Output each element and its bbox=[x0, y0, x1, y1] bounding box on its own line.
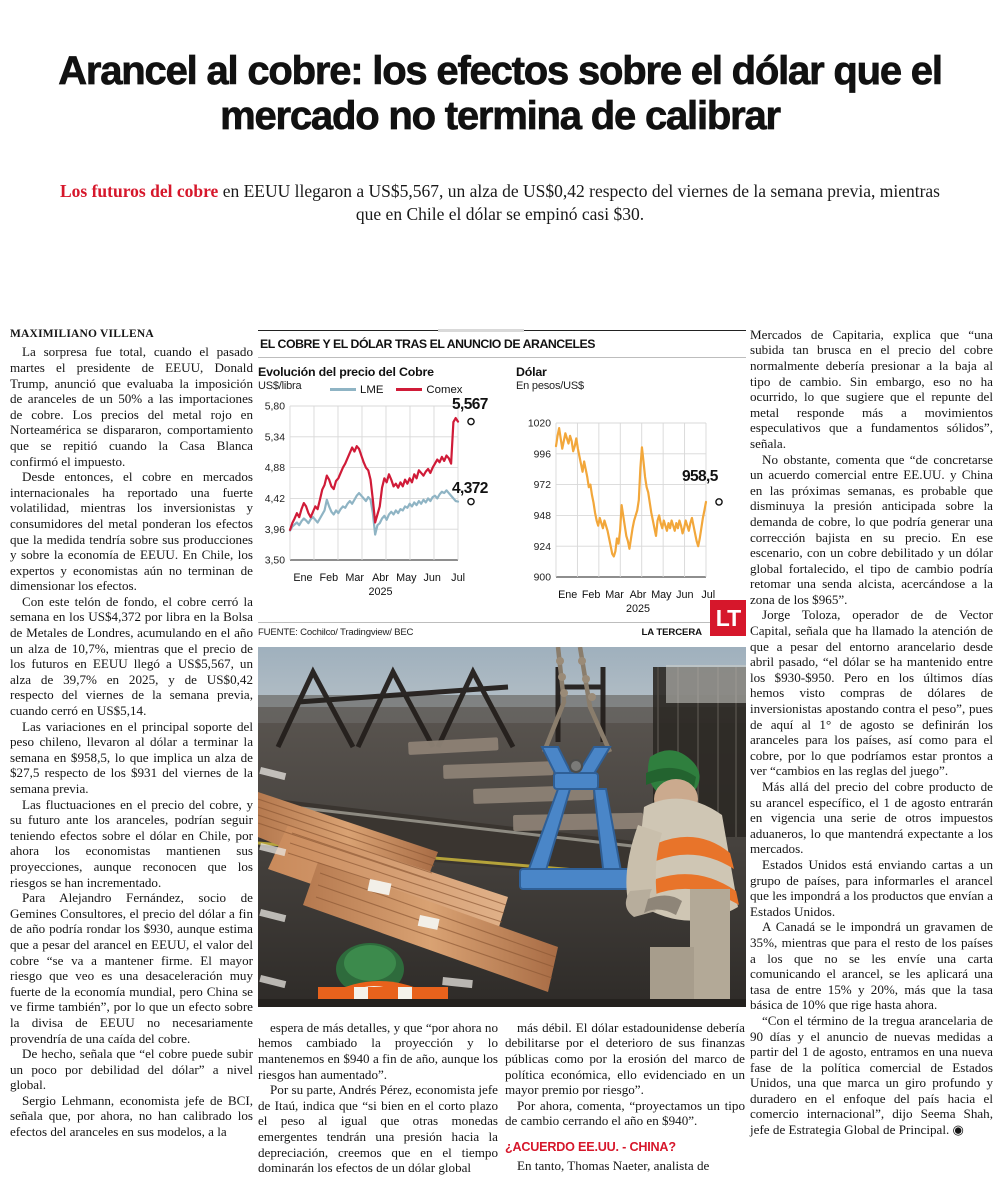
la-tercera-logo: LT bbox=[710, 599, 746, 636]
svg-text:948: 948 bbox=[534, 511, 552, 522]
svg-text:3,50: 3,50 bbox=[265, 555, 285, 565]
subheadline-lead: Los futuros del cobre bbox=[60, 180, 219, 201]
paragraph: Mercados de Capitaria, explica que “una … bbox=[750, 326, 993, 451]
chart-dollar-title: Dólar bbox=[516, 364, 547, 379]
xtick-label: Feb bbox=[319, 571, 339, 584]
svg-text:3,96: 3,96 bbox=[265, 525, 285, 536]
svg-text:4,88: 4,88 bbox=[265, 463, 285, 474]
footer-row: FUENTE: Cochilco/ Tradingview/ BEC LA TE… bbox=[258, 623, 746, 638]
paragraph: Las variaciones en el principal soporte … bbox=[10, 718, 253, 797]
column-two-b-bottom: más débil. El dólar estadounidense deber… bbox=[505, 1020, 745, 1173]
svg-text:1020: 1020 bbox=[528, 418, 551, 429]
column-two-bottom: espera de más detalles, y que “por ahora… bbox=[258, 1020, 498, 1176]
paragraph: De hecho, señala que “el cobre puede sub… bbox=[10, 1046, 253, 1093]
svg-text:4,42: 4,42 bbox=[265, 494, 285, 505]
paragraph: En tanto, Thomas Naeter, analista de bbox=[517, 1157, 710, 1173]
infographic-footer: FUENTE: Cochilco/ Tradingview/ BEC LA TE… bbox=[258, 599, 746, 638]
paragraph: espera de más detalles, y que “por ahora… bbox=[258, 1019, 498, 1082]
subheadline: Los futuros del cobre en EEUU llegaron a… bbox=[0, 166, 1000, 226]
paragraph: más débil. El dólar estadounidense deber… bbox=[505, 1019, 745, 1098]
xtick-label: Ene bbox=[293, 571, 313, 584]
paragraph: Desde entonces, el cobre en mercados int… bbox=[10, 469, 253, 594]
column-three: Mercados de Capitaria, explica que “una … bbox=[750, 327, 993, 1138]
chart-copper-ylabel: US$/libra bbox=[258, 379, 302, 392]
column-one: MAXIMILIANO VILLENA La sorpresa fue tota… bbox=[10, 327, 253, 1140]
paragraph: Estados Unidos está enviando cartas a un… bbox=[750, 856, 993, 919]
svg-text:5,34: 5,34 bbox=[265, 432, 285, 443]
chart-copper: Evolución del precio del Cobre US$/libra… bbox=[258, 365, 516, 615]
legend-swatch-lme bbox=[330, 388, 356, 392]
newspaper-page: Arancel al cobre: los efectos sobre el d… bbox=[0, 27, 1000, 1190]
legend-item-lme: LME bbox=[330, 384, 383, 396]
legend-swatch-comex bbox=[396, 388, 423, 392]
chart-copper-title: Evolución del precio del Cobre bbox=[258, 364, 434, 379]
paragraph: Para Alejandro Fernández, socio de Gemin… bbox=[10, 890, 253, 1046]
xtick-label: Feb bbox=[581, 588, 601, 601]
paragraph: No obstante, comenta que “de concretarse… bbox=[750, 451, 993, 607]
chart-copper-svg: 3,50 3,96 4,42 4,88 5,34 5,80 bbox=[265, 401, 475, 566]
xtick-label: Mar bbox=[345, 571, 364, 584]
svg-text:972: 972 bbox=[534, 480, 552, 491]
paragraph: Jorge Toloza, operador de de Vector Capi… bbox=[750, 607, 993, 779]
photo-illustration bbox=[258, 646, 746, 1007]
paragraph: Sergio Lehmann, economista jefe de BCI, … bbox=[10, 1092, 253, 1140]
source-label: FUENTE: Cochilco/ Tradingview/ BEC bbox=[258, 626, 414, 638]
chart-copper-comex-value: 5,567 bbox=[452, 395, 488, 413]
infographic-tab-marker bbox=[438, 328, 524, 332]
article-photo bbox=[258, 646, 746, 1007]
xtick-label: May bbox=[396, 571, 417, 584]
chart-copper-plot: 3,50 3,96 4,42 4,88 5,34 5,80 5,567 4,372 bbox=[258, 395, 516, 571]
legend-item-comex: Comex bbox=[396, 383, 463, 396]
page-title: Arancel al cobre: los efectos sobre el d… bbox=[58, 48, 943, 138]
xtick-label: Jul bbox=[701, 588, 716, 601]
xtick-label: Ene bbox=[558, 588, 578, 601]
chart-dollar-year: 2025 bbox=[625, 602, 651, 615]
legend-label-lme: LME bbox=[360, 383, 384, 396]
paragraph: Más allá del precio del cobre producto d… bbox=[750, 779, 993, 857]
paragraph: “Con el término de la tregua arancelaria… bbox=[750, 1012, 993, 1138]
svg-text:900: 900 bbox=[534, 572, 552, 582]
xtick-label: May bbox=[651, 588, 672, 601]
chart-copper-lme-value: 4,372 bbox=[452, 479, 488, 497]
xtick-label: Jun bbox=[423, 571, 441, 584]
article-columns: MAXIMILIANO VILLENA La sorpresa fue tota… bbox=[0, 327, 1000, 1190]
chart-dollar-xaxis: Ene Feb Mar Abr May Jun Jul bbox=[516, 589, 746, 601]
chart-copper-year: 2025 bbox=[368, 585, 393, 598]
chart-dollar-value: 958,5 bbox=[682, 467, 718, 485]
infographic: EL COBRE Y EL DÓLAR TRAS EL ANUNCIO DE A… bbox=[258, 328, 746, 638]
chart-copper-legend: LME Comex bbox=[330, 384, 463, 396]
svg-text:924: 924 bbox=[534, 542, 552, 553]
chart-panels: Evolución del precio del Cobre US$/libra… bbox=[258, 365, 746, 615]
paragraph: A Canadá se le impondrá un gravamen de 3… bbox=[750, 919, 993, 1013]
xtick-label: Mar bbox=[605, 588, 624, 601]
paragraph: Con este telón de fondo, el cobre cerró … bbox=[10, 593, 253, 719]
legend-label-comex: Comex bbox=[426, 383, 463, 396]
paragraph: Por su parte, Andrés Pérez, economista j… bbox=[258, 1082, 498, 1176]
xtick-label: Abr bbox=[629, 588, 647, 601]
svg-text:5,80: 5,80 bbox=[265, 401, 285, 412]
paragraph: Por ahora, comenta, “proyectamos un tipo… bbox=[505, 1097, 745, 1129]
brand-label: LA TERCERA bbox=[641, 626, 703, 638]
xtick-label: Jun bbox=[676, 588, 694, 601]
paragraph: Las fluctuaciones en el precio del cobre… bbox=[10, 796, 253, 890]
chart-dollar-svg: 900 924 948 972 996 1020 bbox=[528, 418, 723, 583]
infographic-title: EL COBRE Y EL DÓLAR TRAS EL ANUNCIO DE A… bbox=[260, 336, 596, 351]
chart-dollar-ylabel: En pesos/US$ bbox=[516, 379, 584, 392]
subheadline-rest: en EEUU llegaron a US$5,567, un alza de … bbox=[218, 180, 940, 224]
chart-dollar: Dólar En pesos/US$ 900 924 948 972 996 1020 9… bbox=[516, 365, 746, 615]
chart-copper-xaxis: Ene Feb Mar Abr May Jun Jul bbox=[258, 572, 516, 584]
footer-rule bbox=[258, 621, 746, 623]
infographic-divider bbox=[258, 356, 746, 358]
xtick-label: Jul bbox=[451, 571, 465, 584]
section-heading: ¿ACUERDO EE.UU. - CHINA? bbox=[505, 1139, 676, 1154]
chart-dollar-plot: 900 924 948 972 996 1020 958,5 bbox=[516, 415, 746, 588]
xtick-label: Abr bbox=[372, 571, 389, 584]
paragraph: La sorpresa fue total, cuando el pasado … bbox=[10, 344, 253, 469]
svg-text:996: 996 bbox=[534, 449, 552, 460]
byline: MAXIMILIANO VILLENA bbox=[10, 327, 154, 340]
